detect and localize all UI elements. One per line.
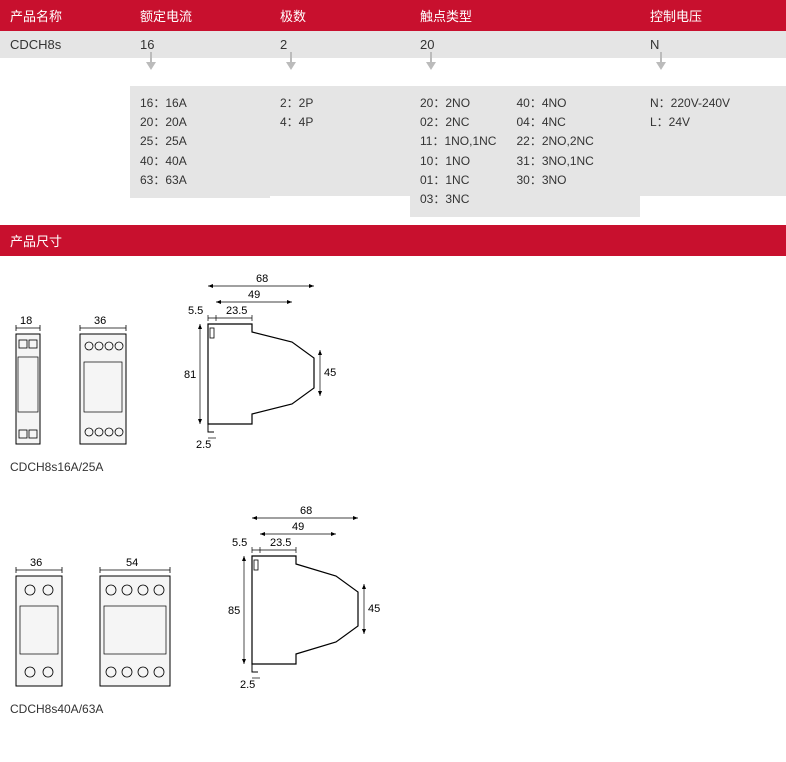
diagram-side-1: 68 49 5.5 23.5 81 [158,272,338,452]
diagram-label-1: CDCH8s16A/25A [10,460,776,474]
svg-text:23.5: 23.5 [270,537,291,549]
svg-text:68: 68 [256,273,268,285]
svg-text:18: 18 [20,315,32,327]
diagram-group-1: 18 36 [10,272,776,474]
svg-text:54: 54 [126,557,138,569]
diagram-side-2: 68 49 5.5 23.5 85 45 [202,504,382,694]
diagram-label-2: CDCH8s40A/63A [10,702,776,716]
chevron-down-icon [656,62,666,70]
col-poles: 极数 2 2：2P 4：4P [270,0,410,217]
chevron-down-icon [426,62,436,70]
diagrams-container: 18 36 [0,256,786,762]
svg-text:36: 36 [94,315,106,327]
col-rated-current: 额定电流 16 16：16A 20：20A 25：25A 40：40A 63：6… [130,0,270,217]
spec-table: 产品名称 CDCH8s 额定电流 16 16：16A 20：20A 25：25A… [0,0,786,217]
svg-text:2.5: 2.5 [196,439,211,451]
col-product-name: 产品名称 CDCH8s [0,0,130,217]
header-product-name: 产品名称 [0,0,130,31]
detail-contact-type: 20：2NO 02：2NC 11：1NO,1NC 10：1NO 01：1NC 0… [410,86,640,217]
svg-text:68: 68 [300,505,312,517]
chevron-down-icon [146,62,156,70]
svg-text:2.5: 2.5 [240,679,255,691]
svg-text:49: 49 [292,521,304,533]
svg-text:45: 45 [324,367,336,379]
svg-text:85: 85 [228,605,240,617]
arrow-row [270,58,410,86]
header-rated-current: 额定电流 [130,0,270,31]
section-title-dimensions: 产品尺寸 [0,225,786,256]
header-control-voltage: 控制电压 [640,0,786,31]
svg-text:45: 45 [368,603,380,615]
detail-control-voltage: N：220V-240V L：24V [640,86,786,196]
svg-text:49: 49 [248,289,260,301]
header-contact-type: 触点类型 [410,0,640,31]
svg-text:36: 36 [30,557,42,569]
chevron-down-icon [286,62,296,70]
diagram-front1-2: 36 [10,554,70,694]
value-product-name: CDCH8s [0,31,130,58]
arrow-row [130,58,270,86]
svg-text:23.5: 23.5 [226,305,247,317]
col-control-voltage: 控制电压 N N：220V-240V L：24V [640,0,786,217]
svg-text:81: 81 [184,369,196,381]
header-poles: 极数 [270,0,410,31]
value-contact-type: 20 [410,31,640,58]
diagram-front2-2: 54 [94,554,178,694]
svg-text:5.5: 5.5 [188,305,203,317]
diagram-group-2: 36 54 [10,504,776,716]
detail-poles: 2：2P 4：4P [270,86,410,196]
diagram-front2-1: 36 [74,312,134,452]
col-contact-type: 触点类型 20 20：2NO 02：2NC 11：1NO,1NC 10：1NO … [410,0,640,217]
diagram-front1-1: 18 [10,312,50,452]
detail-rated-current: 16：16A 20：20A 25：25A 40：40A 63：63A [130,86,270,198]
svg-text:5.5: 5.5 [232,537,247,549]
arrow-row [410,58,640,86]
arrow-row [640,58,786,86]
